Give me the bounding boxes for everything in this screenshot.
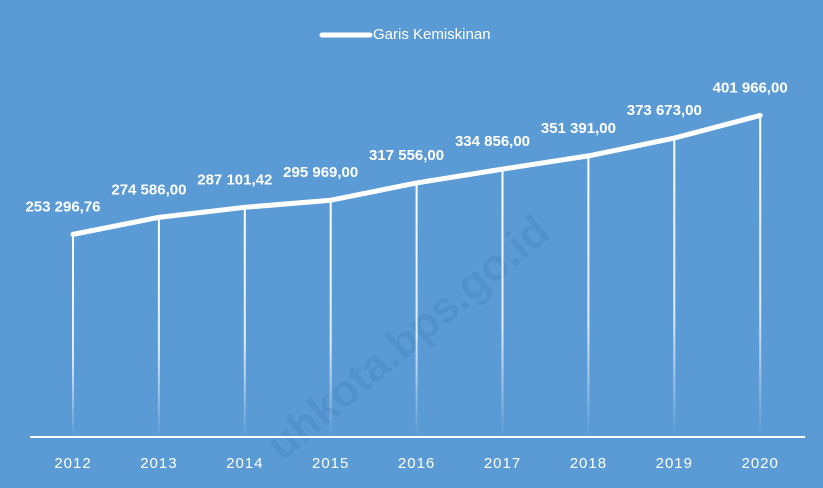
data-label: 287 101,42 [197,171,272,188]
x-tick-label: 2013 [140,455,177,472]
drop-line [157,217,160,437]
x-tick-label: 2019 [656,455,693,472]
x-tick-label: 2014 [226,455,263,472]
data-label: 334 856,00 [455,133,530,150]
x-tick-label: 2017 [484,455,521,472]
data-label: 401 966,00 [713,79,788,96]
drop-line [759,115,762,438]
x-tick-label: 2016 [398,455,435,472]
data-label: 373 673,00 [627,102,702,119]
drop-line [243,207,246,437]
data-label: 253 296,76 [25,198,100,215]
drop-line [673,138,676,438]
x-tick-label: 2020 [742,455,779,472]
x-tick-label: 2018 [570,455,607,472]
drop-line [72,234,74,437]
drop-line [587,155,590,437]
data-label: 317 556,00 [369,147,444,164]
x-tick-label: 2012 [54,455,91,472]
drop-line [329,200,332,437]
data-label: 274 586,00 [111,181,186,198]
x-tick-label: 2015 [312,455,349,472]
data-label: 351 391,00 [541,120,616,137]
drop-line [501,169,504,437]
data-label: 295 969,00 [283,164,358,181]
legend-label: Garis Kemiskinan [373,26,491,43]
line [70,112,763,237]
drop-line [415,182,418,437]
